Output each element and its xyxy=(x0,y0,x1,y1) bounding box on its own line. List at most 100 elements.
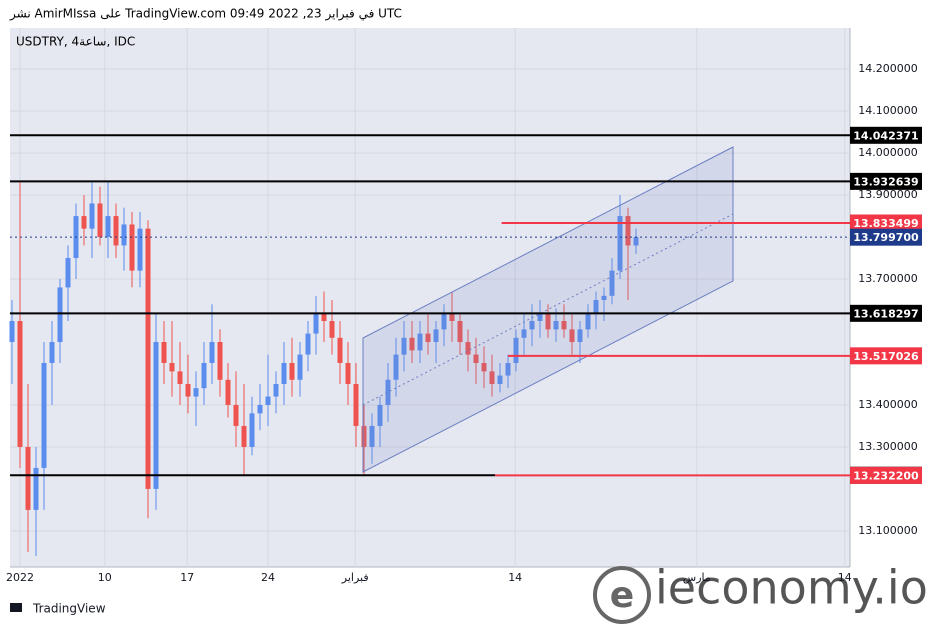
overlay xyxy=(10,134,850,477)
candle-body xyxy=(273,383,279,397)
candle-body xyxy=(225,379,231,405)
candle-body xyxy=(113,216,119,246)
level-label: 13.932639 xyxy=(853,175,918,188)
candle-body xyxy=(457,321,463,342)
candle-body xyxy=(529,321,535,330)
logo-mark xyxy=(10,603,22,612)
candle-body xyxy=(9,321,15,342)
y-tick-label: 13.100000 xyxy=(858,524,918,537)
candle-body xyxy=(481,362,487,372)
y-tick-label: 14.100000 xyxy=(858,104,918,117)
watermark-logo xyxy=(593,566,651,624)
candle-body xyxy=(41,362,47,468)
level-label-box xyxy=(850,172,922,190)
parallel-channel xyxy=(362,146,734,473)
candle-body xyxy=(609,270,615,296)
watermark: e ieconomy.io xyxy=(593,561,928,624)
candle-body xyxy=(33,467,39,510)
candle-body xyxy=(473,354,479,363)
candle-body xyxy=(105,216,111,238)
level-label: 13.517026 xyxy=(853,350,919,363)
x-tick-label: 2022 xyxy=(6,571,34,584)
candle-body xyxy=(433,329,439,342)
candle-body xyxy=(497,375,503,384)
candle-body xyxy=(305,333,311,355)
candle-body xyxy=(489,371,495,384)
level-label: 13.833499 xyxy=(853,217,918,230)
level-label-box xyxy=(850,126,922,144)
candle-body xyxy=(209,341,215,363)
candle-body xyxy=(265,396,271,405)
candle-body xyxy=(385,379,391,405)
candle-body xyxy=(353,383,359,426)
candle-body xyxy=(377,404,383,426)
last-price-box xyxy=(850,228,922,246)
candle-body xyxy=(401,337,407,355)
candle-body xyxy=(537,312,543,322)
level-label: 13.618297 xyxy=(853,307,918,320)
y-tick-label: 13.900000 xyxy=(858,188,918,201)
candle-body xyxy=(217,341,223,380)
candle-body xyxy=(297,354,303,380)
candle-body xyxy=(545,312,551,330)
candle-body xyxy=(137,228,143,271)
candle-body xyxy=(569,329,575,342)
candle-body xyxy=(281,362,287,384)
level-label-box xyxy=(850,304,922,322)
candle-body xyxy=(505,362,511,376)
candle-body xyxy=(17,321,23,447)
candle-body xyxy=(97,203,103,238)
candle-body xyxy=(129,224,135,271)
candle-body xyxy=(417,333,423,351)
candle-body xyxy=(145,228,151,489)
last-price-label: 13.799700 xyxy=(853,231,919,244)
candle-body xyxy=(233,404,239,426)
candle-body xyxy=(465,341,471,355)
candle-body xyxy=(625,216,631,246)
candle-body xyxy=(329,321,335,338)
candle-body xyxy=(169,362,175,372)
symbol-title: USDTRY, 4ساعة, IDC xyxy=(16,35,135,49)
candle-body xyxy=(161,341,167,363)
candle-body xyxy=(89,203,95,229)
candle-body xyxy=(449,312,455,322)
level-label-box xyxy=(850,347,922,365)
plot xyxy=(9,28,850,567)
tradingview-logo: TradingView xyxy=(10,602,106,616)
candle-body xyxy=(337,337,343,363)
candle-body xyxy=(617,216,623,271)
candle-body xyxy=(553,321,559,330)
candle-body xyxy=(121,224,127,246)
watermark-text: ieconomy.io xyxy=(655,561,928,615)
candle-body xyxy=(513,337,519,363)
candle-body xyxy=(49,341,55,363)
level-label-box xyxy=(850,214,922,232)
candle-body xyxy=(25,446,31,510)
candle-body xyxy=(241,425,247,447)
candle-body xyxy=(313,312,319,334)
plot-background xyxy=(10,28,850,567)
level-label: 14.042371 xyxy=(853,129,918,142)
candle-body xyxy=(577,329,583,342)
candle-body xyxy=(409,337,415,351)
x-tick-label: فبراير xyxy=(341,571,369,584)
x-tick-label: 14 xyxy=(838,571,852,584)
candle-body xyxy=(441,312,447,330)
candle-body xyxy=(257,404,263,414)
header: نشر AmirMIssa على TradingView.com 09:49 … xyxy=(9,7,402,22)
candle-body xyxy=(585,312,591,330)
candle-body xyxy=(177,371,183,384)
x-tick-label: مارس xyxy=(683,571,711,584)
candle-body xyxy=(289,362,295,380)
candle-body xyxy=(65,258,71,288)
level-label-box xyxy=(850,466,922,484)
candle-body xyxy=(633,237,639,246)
candle-body xyxy=(369,425,375,447)
candle-body xyxy=(193,388,199,397)
y-tick-label: 14.200000 xyxy=(858,62,918,75)
y-tick-label: 13.300000 xyxy=(858,440,918,453)
y-tick-label: 13.400000 xyxy=(858,398,918,411)
candle-body xyxy=(321,312,327,322)
candle-body xyxy=(561,321,567,330)
